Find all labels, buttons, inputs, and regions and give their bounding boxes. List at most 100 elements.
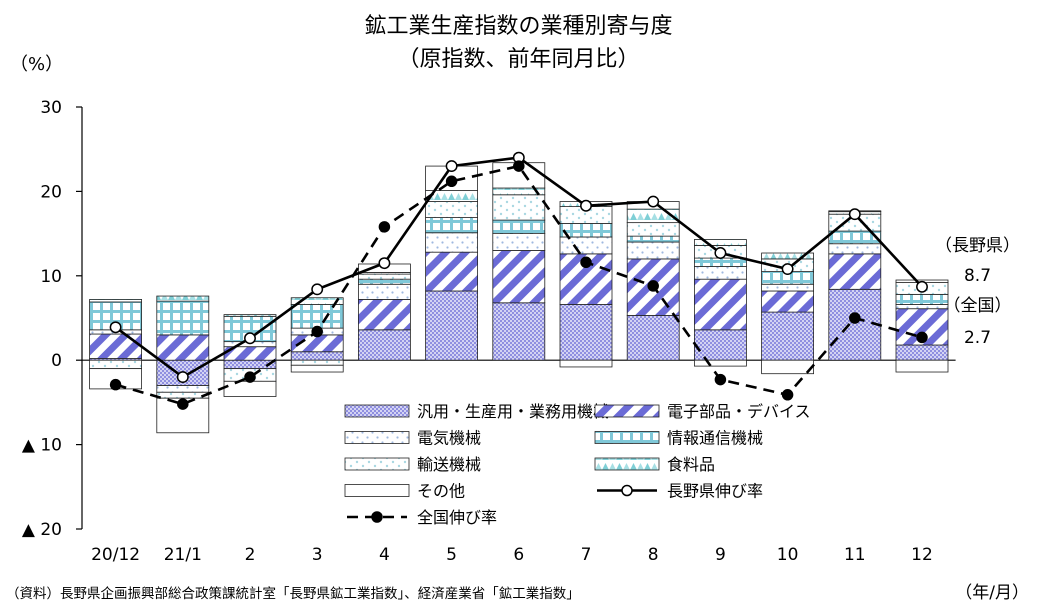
legend-swatch-electronic [594,404,660,418]
legend-label-zenkoku: 全国伸び率 [417,508,497,527]
zenkoku-value: 2.7 [963,328,992,348]
x-tick-label: 21/1 [164,545,202,565]
bar-segment-other [694,359,747,367]
bar-segment-other [223,380,277,397]
x-tick-label: 5 [446,545,457,565]
y-axis-unit: （%） [10,54,64,75]
x-tick-label: 9 [715,545,726,565]
x-tick-label: 10 [777,545,799,565]
bar-segment-other [559,359,613,368]
legend-label-machinery: 汎用・生産用・業務用機械 [417,402,609,421]
bar-segment-food [694,239,747,246]
bar-segment-info [290,304,344,329]
bar-segment-electronic [492,250,546,304]
bar-segment-info [694,257,747,267]
bar-segment-machinery [828,288,882,361]
bar-segment-electronic [761,290,814,313]
bar-segment-electric [626,241,680,260]
bar-segment-machinery [626,315,680,361]
y-tick-label: ▲ 10 [22,436,62,456]
bar-segment-transport [290,359,344,366]
bar-segment-electric [694,266,747,280]
bar-segment-electronic [89,333,142,359]
legend-label-nagano: 長野県伸び率 [667,482,763,501]
legend-label-food: 食料品 [667,455,715,474]
bar-segment-info [425,217,479,234]
bar-segment-food [223,314,277,317]
bar-segment-info [357,278,411,285]
bar-segment-transport [492,194,546,221]
bar-segment-transport [357,273,411,280]
point-zenkoku [378,221,391,233]
point-zenkoku [311,325,323,338]
legend-label-other: その他 [417,482,465,501]
x-tick-label: 7 [581,545,592,565]
source-note: （資料）長野県企画振興部総合政策課統計室「長野県鉱工業指数」、経済産業省「鉱工業… [6,586,580,602]
legend-marker-zenkoku [371,511,383,523]
bar-segment-food [290,297,344,305]
point-nagano [916,280,928,293]
point-nagano [848,208,861,221]
bar-segment-machinery [559,304,613,361]
point-nagano [714,247,727,259]
chart-title-line2: （原指数、前年同月比） [397,47,640,72]
nagano-label: （長野県） [935,236,1020,256]
bar-segment-food [156,295,210,302]
chart-title-line1: 鉱工業生産指数の業種別寄与度 [364,14,673,39]
point-zenkoku [177,398,189,410]
bar-segment-other [290,364,344,373]
zenkoku-label: （全国） [943,296,1012,316]
bar-segment-other [895,359,949,373]
point-zenkoku [916,331,928,344]
point-zenkoku [714,373,727,386]
point-zenkoku [849,312,861,324]
x-tick-label: 4 [379,545,390,565]
legend-swatch-info [594,431,660,444]
bar-segment-machinery [357,329,411,361]
point-nagano [109,321,122,334]
bar-segment-electronic [895,308,949,346]
legend-swatch-transport [344,457,410,471]
point-nagano [580,199,592,212]
legend-swatch-other [344,484,410,497]
bar-segment-transport [89,359,142,370]
bar-segment-electronic [694,278,747,331]
bar-segment-electric [156,385,210,393]
bar-segment-info [492,219,546,234]
bar-segment-info [626,235,680,243]
bar-segment-food [761,252,814,260]
bar-segment-transport [156,391,210,399]
point-nagano [311,283,324,296]
bar-segment-machinery [425,290,479,361]
bar-segment-electronic [357,299,411,331]
y-tick-label: 0 [51,351,62,371]
point-zenkoku [647,280,659,292]
x-tick-label: 6 [513,545,524,565]
point-zenkoku [109,378,122,391]
point-nagano [781,263,794,275]
legend-marker-nagano [621,484,633,497]
legend-swatch-electric [344,431,410,444]
bar-segment-machinery [290,351,344,361]
legend-label-info: 情報通信機械 [667,429,763,448]
point-zenkoku [244,371,256,383]
bar-segment-food [89,299,142,303]
bar-segment-electric [761,283,814,292]
y-tick-label: ▲ 20 [22,520,62,540]
x-tick-label: 12 [911,545,933,565]
bar-segment-transport [626,222,680,237]
point-nagano [244,332,256,345]
bar-segment-electronic [425,251,479,292]
bar-segment-electric [559,236,613,255]
y-tick-label: 20 [40,182,62,202]
x-tick-label: 11 [844,545,866,565]
bar-segment-electric [357,283,411,300]
legend-label-electronic: 電子部品・デバイス [667,402,811,421]
bar-segment-electric [425,232,479,253]
bar-segment-electronic [828,253,882,290]
bar-segment-other [761,359,814,375]
x-tick-label: 2 [245,545,256,565]
bar-segment-transport [425,201,479,218]
legend-swatch-food [594,457,660,471]
point-zenkoku [513,160,525,172]
